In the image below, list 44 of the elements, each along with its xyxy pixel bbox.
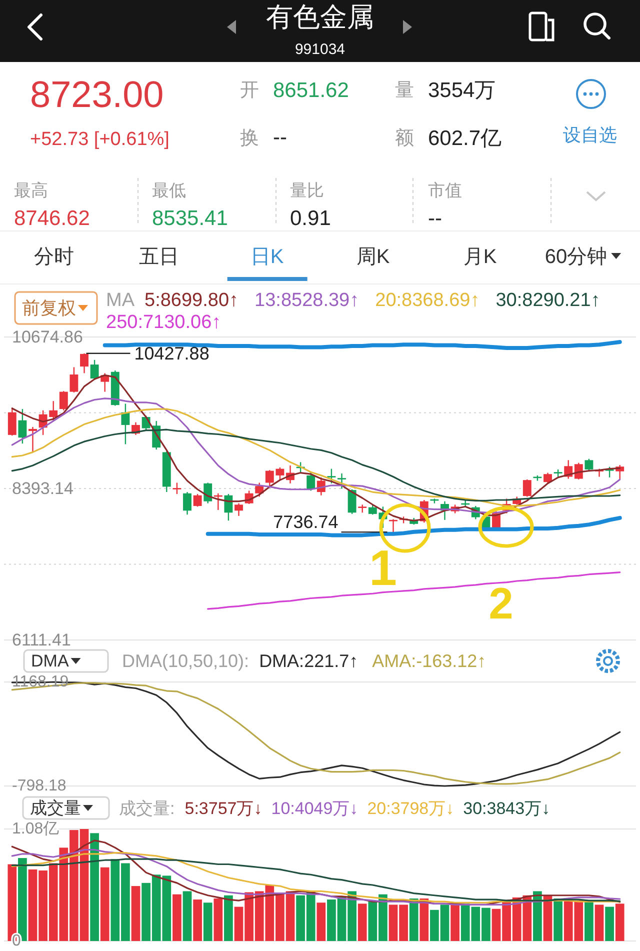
y-tick-label: 8393.14 (12, 479, 74, 498)
text: 991034 (294, 41, 346, 58)
annotation: 10427.88 (134, 343, 210, 364)
text: 周K (356, 246, 390, 268)
legend: MA 5:8699.80↑ 13:8528.39↑ 20:8368.69↑ 30:8290.21↑ 250:7130.06↑ (106, 290, 600, 333)
text: -- (273, 126, 287, 149)
text: 0.91 (290, 207, 331, 230)
text: 开 (240, 80, 259, 101)
text: 8535.41 (152, 207, 228, 230)
extreme-label: 7736.74 (273, 512, 388, 533)
legend: 成交量: 5:3757万↓ 10:4049万↓ 20:3798万↓ 30:3843万↓ (119, 799, 550, 818)
annotation: 2 (488, 580, 514, 628)
text: 60分钟 (544, 246, 608, 268)
text: 最高 (14, 181, 48, 200)
button: 前复权 (14, 291, 98, 325)
text: 额 (395, 127, 414, 149)
y-tick-label: 6111.41 (12, 630, 71, 650)
text: 602.7亿 (428, 127, 502, 150)
text: 换 (240, 128, 259, 149)
text: 日K (250, 246, 284, 268)
button: DMA (23, 649, 109, 673)
text: 8746.62 (14, 207, 90, 230)
y-tick-label: 1.08亿 (12, 820, 60, 838)
text: 有色金属 (266, 2, 374, 32)
text: 量比 (290, 181, 324, 200)
text: 3554万 (428, 79, 496, 102)
y-tick-label: -798.18 (12, 778, 66, 794)
text: 市值 (428, 181, 462, 200)
text: 五日 (139, 246, 179, 268)
button: 成交量 (22, 796, 110, 820)
text: -- (428, 207, 442, 230)
legend: DMA(10,50,10): DMA:221.7↑ AMA:-163.12↑ (122, 651, 486, 671)
text: 月K (463, 246, 498, 268)
text: 量 (395, 80, 414, 101)
extreme-label: 10427.88 (86, 343, 210, 364)
text: 分时 (34, 246, 74, 268)
text: 最低 (152, 181, 186, 200)
y-tick-label: 10674.86 (12, 328, 83, 346)
text: 8723.00 (30, 74, 164, 115)
text: 8651.62 (273, 79, 349, 102)
text: +52.73 [+0.61%] (30, 129, 170, 150)
annotation: 7736.74 (273, 512, 338, 532)
text: 设自选 (563, 125, 617, 145)
annotation: 1 (369, 540, 397, 596)
